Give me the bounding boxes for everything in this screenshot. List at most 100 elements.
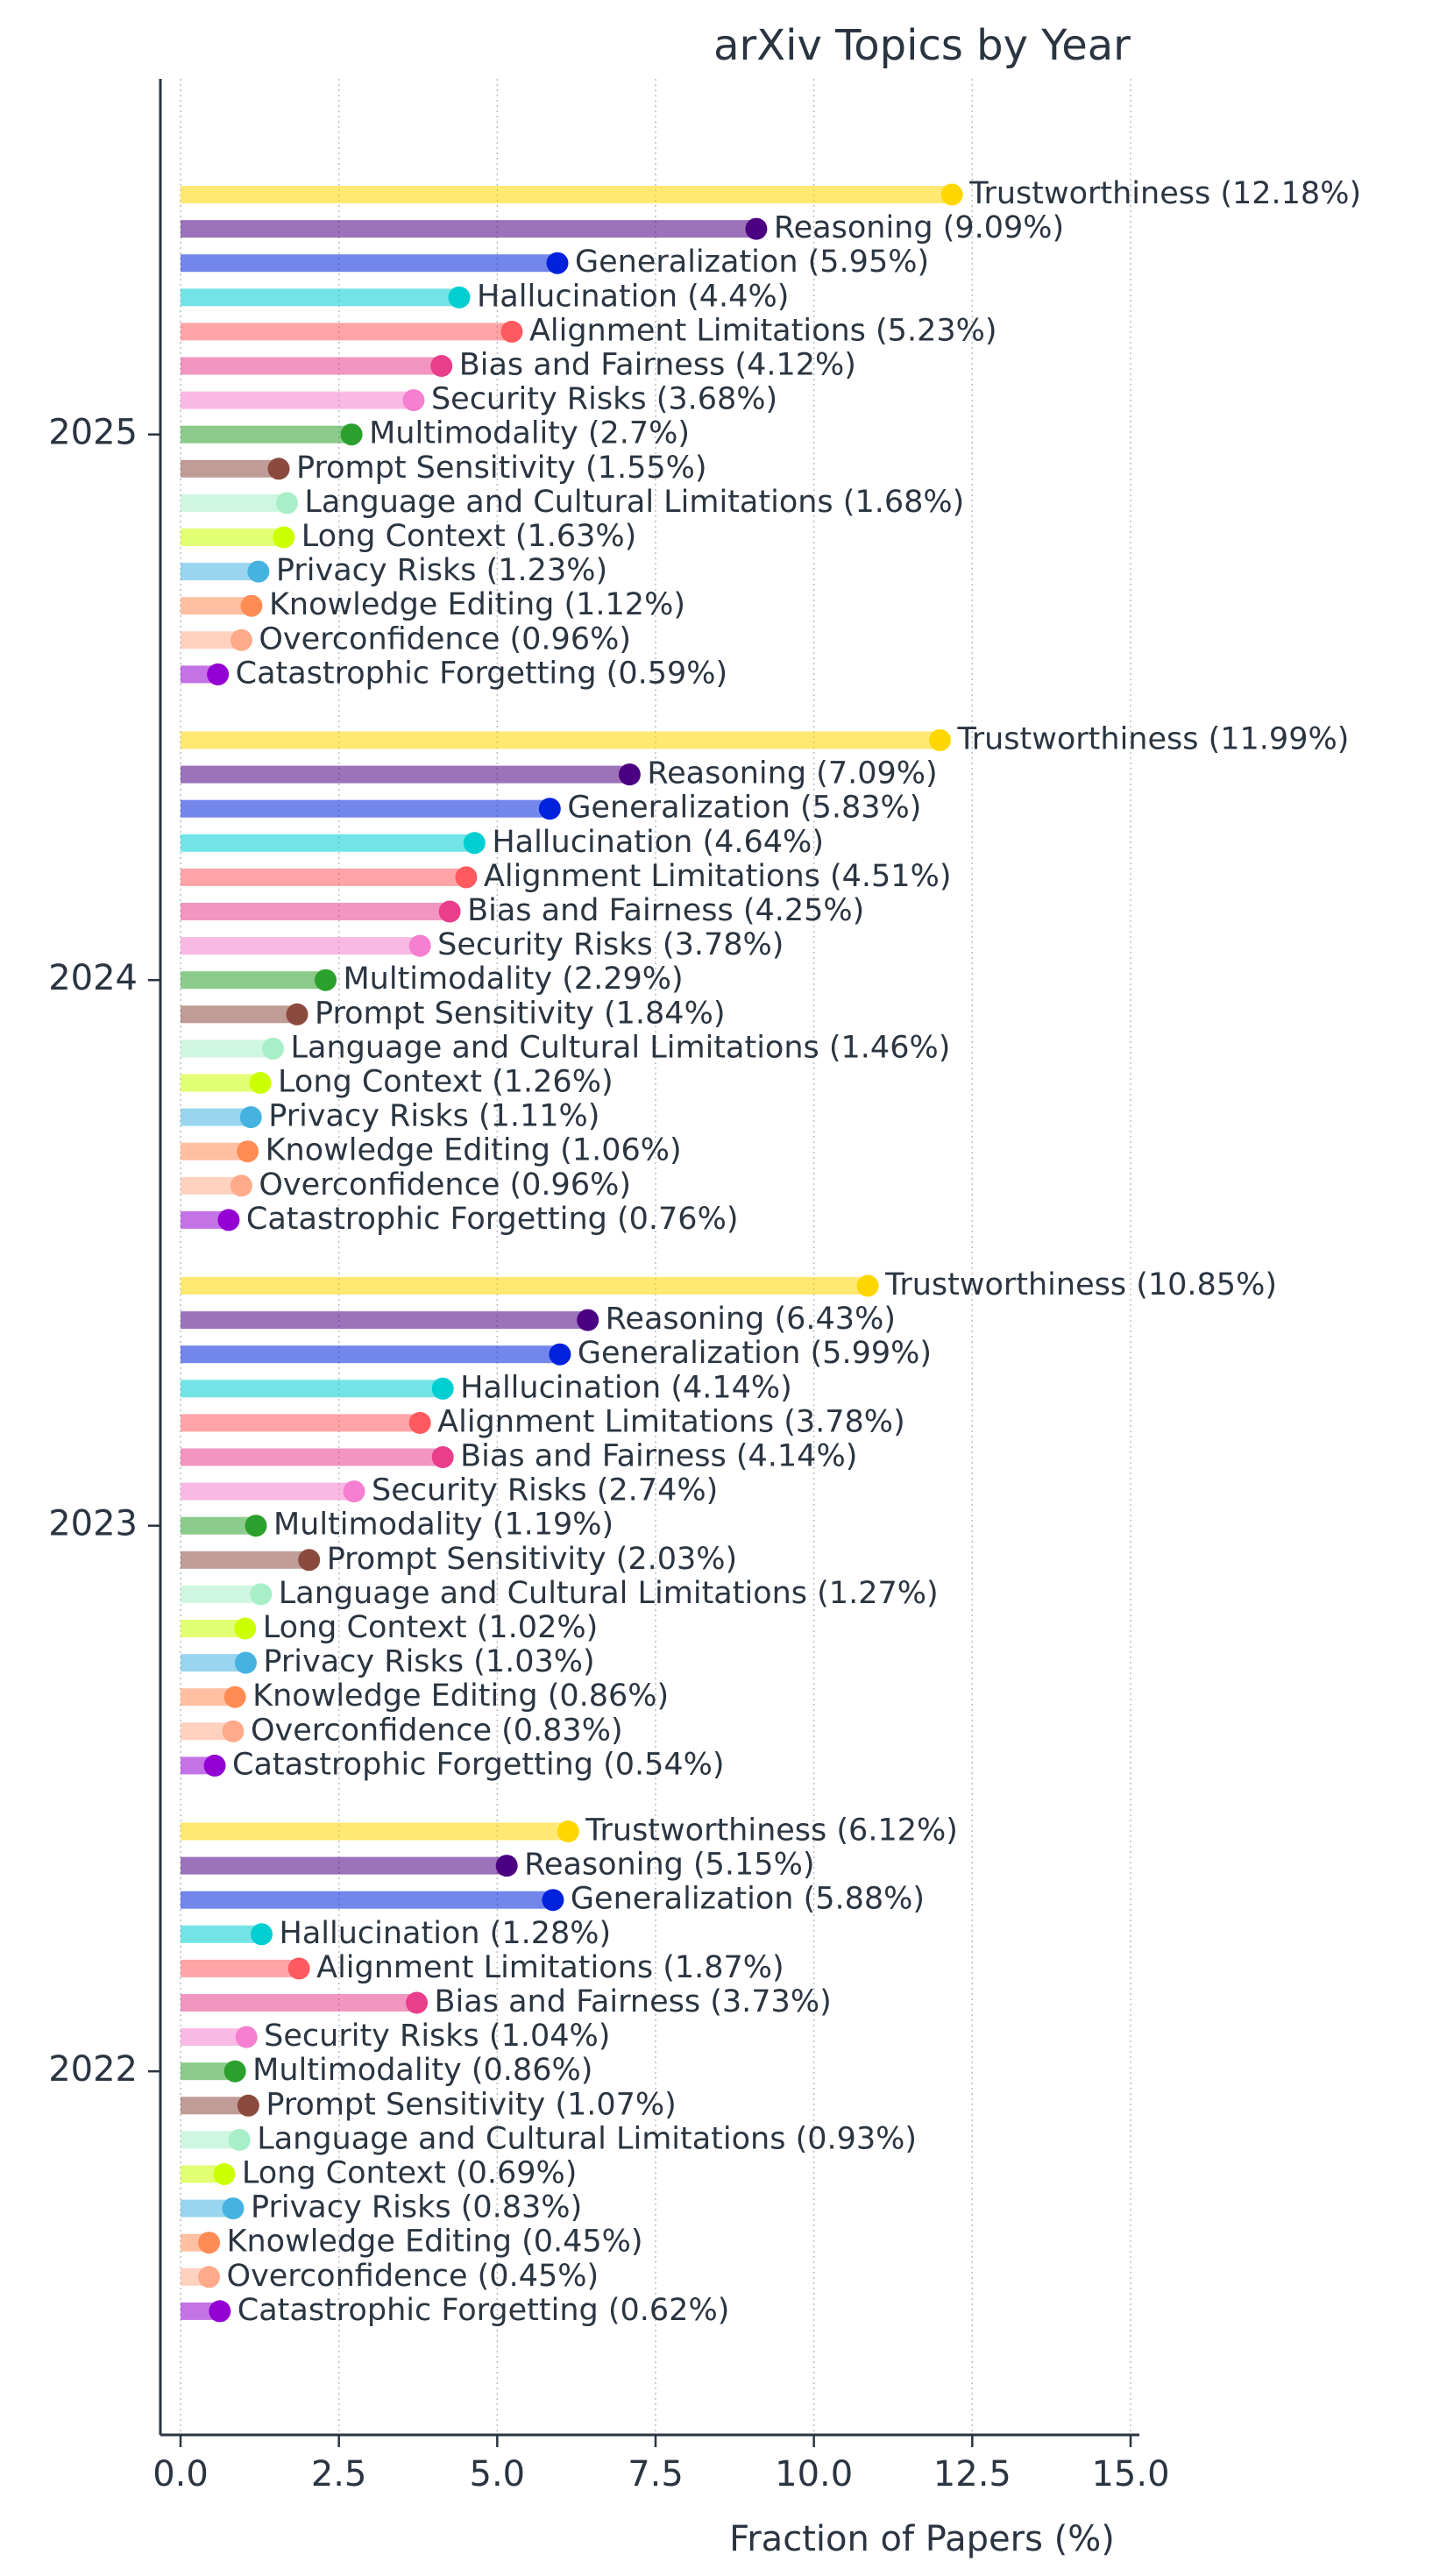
dot-2024-long-context [249,1072,272,1094]
y-tick-label-2025: 2025 [48,413,138,453]
data-label-2023-generalization: Generalization (5.99%) [578,1336,932,1371]
bar-2022-generalization [181,1891,553,1909]
dot-2025-prompt-sensitivity [267,458,290,480]
data-label-2025-long-context: Long Context (1.63%) [301,519,637,554]
bar-2023-reasoning [181,1311,588,1330]
dot-2024-trustworthiness [928,729,951,751]
bar-2023-long-context [181,1620,245,1637]
dot-2022-security-risks [235,2026,258,2048]
data-label-2024-privacy-risks: Privacy Risks (1.11%) [268,1099,599,1134]
dot-2024-bias-and-fairness [438,900,461,923]
dot-2025-overconfidence [230,628,252,651]
data-label-2022-reasoning: Reasoning (5.15%) [524,1848,814,1883]
bar-2024-privacy-risks [181,1108,252,1126]
data-label-2022-security-risks: Security Risks (1.04%) [264,2019,610,2054]
grid-layer [180,79,1131,2435]
bar-2023-multimodality [181,1516,256,1535]
data-label-2022-catastrophic-forgetting: Catastrophic Forgetting (0.62%) [238,2293,730,2328]
data-label-2023-hallucination: Hallucination (4.14%) [460,1370,792,1405]
dot-2022-bias-and-fairness [406,1991,429,2014]
bar-2024-reasoning [181,765,630,784]
bar-2024-hallucination [181,834,475,852]
data-label-2025-bias-and-fairness: Bias and Fairness (4.12%) [459,348,856,383]
dot-2022-language-and-cultural-limitations [228,2128,251,2151]
bar-2025-hallucination [181,288,459,307]
dot-2023-long-context [234,1617,257,1640]
bar-2023-generalization [181,1345,560,1364]
data-label-2024-language-and-cultural-limitations: Language and Cultural Limitations (1.46%… [291,1030,951,1065]
bar-2022-language-and-cultural-limitations [181,2131,240,2149]
bar-2025-alignment-limitations [181,323,512,341]
bar-2022-security-risks [181,2028,247,2047]
data-label-2024-prompt-sensitivity: Prompt Sensitivity (1.84%) [315,996,726,1031]
data-label-2024-trustworthiness: Trustworthiness (11.99%) [956,722,1349,757]
data-label-2023-prompt-sensitivity: Prompt Sensitivity (2.03%) [327,1542,738,1577]
dot-2024-prompt-sensitivity [286,1003,309,1025]
bar-2025-language-and-cultural-limitations [181,493,287,512]
dot-2025-knowledge-editing [240,594,263,617]
x-tick-label-4: 10.0 [775,2454,853,2494]
data-label-2022-trustworthiness: Trustworthiness (6.12%) [585,1813,958,1849]
dot-2025-bias-and-fairness [430,355,453,377]
dot-2025-catastrophic-forgetting [207,663,230,685]
y-tick-label-2024: 2024 [48,958,138,998]
dot-2022-generalization [542,1889,564,1912]
data-label-2025-trustworthiness: Trustworthiness (12.18%) [968,176,1361,211]
bar-2024-prompt-sensitivity [181,1005,297,1024]
dot-2024-hallucination [463,832,486,855]
bar-2023-knowledge-editing [181,1688,236,1707]
dot-2024-language-and-cultural-limitations [262,1037,285,1060]
bar-2023-security-risks [181,1482,355,1501]
bar-2025-knowledge-editing [181,597,252,615]
dot-2023-privacy-risks [234,1651,257,1674]
dot-2023-security-risks [343,1480,365,1503]
bar-2024-security-risks [181,937,421,955]
dot-2023-prompt-sensitivity [298,1549,321,1572]
dot-2023-alignment-limitations [408,1411,431,1434]
dot-2024-privacy-risks [239,1106,262,1129]
data-label-2022-overconfidence: Overconfidence (0.45%) [227,2259,599,2294]
data-label-2022-prompt-sensitivity: Prompt Sensitivity (1.07%) [266,2087,677,2122]
dot-2022-alignment-limitations [287,1957,310,1980]
dot-2024-generalization [538,798,561,820]
dot-2023-overconfidence [222,1720,245,1742]
x-tick-label-1: 2.5 [311,2454,367,2494]
data-label-2024-knowledge-editing: Knowledge Editing (1.06%) [266,1133,682,1168]
bar-2024-multimodality [181,971,326,990]
x-tick-label-6: 15.0 [1091,2454,1169,2494]
dot-2025-hallucination [448,286,471,309]
data-label-2023-security-risks: Security Risks (2.74%) [372,1473,718,1508]
dot-2023-catastrophic-forgetting [203,1754,226,1777]
data-label-2024-reasoning: Reasoning (7.09%) [647,756,937,791]
bar-2025-reasoning [181,220,756,238]
x-tick-label-0: 0.0 [152,2454,209,2494]
data-label-2022-knowledge-editing: Knowledge Editing (0.45%) [227,2225,643,2260]
dot-2024-alignment-limitations [455,866,478,889]
data-label-2022-generalization: Generalization (5.88%) [571,1882,925,1917]
data-label-2024-catastrophic-forgetting: Catastrophic Forgetting (0.76%) [246,1202,739,1237]
data-label-2025-generalization: Generalization (5.95%) [575,245,929,280]
dot-2023-bias-and-fairness [431,1446,454,1468]
dot-2024-multimodality [314,969,337,991]
dot-2022-hallucination [251,1923,273,1946]
data-label-2025-privacy-risks: Privacy Risks (1.23%) [276,553,607,588]
data-label-2024-security-risks: Security Risks (3.78%) [437,927,784,962]
axis-layer: 0.0 2.5 5.0 7.5 10.0 12.5 15.0 2025 2024 2023 2022 [48,79,1170,2494]
x-tick-label-3: 7.5 [628,2454,684,2494]
data-label-2023-long-context: Long Context (1.02%) [263,1610,599,1645]
bar-2024-catastrophic-forgetting [181,1210,229,1229]
data-label-2022-multimodality: Multimodality (0.86%) [252,2053,592,2088]
data-label-2023-multimodality: Multimodality (1.19%) [273,1508,614,1543]
bar-2025-trustworthiness [181,186,953,203]
bar-2023-privacy-risks [181,1654,246,1672]
data-label-2024-bias-and-fairness: Bias and Fairness (4.25%) [467,893,864,928]
dot-2023-knowledge-editing [223,1685,246,1708]
bar-2024-knowledge-editing [181,1142,248,1160]
dot-2025-alignment-limitations [500,320,523,343]
data-label-2023-bias-and-fairness: Bias and Fairness (4.14%) [460,1439,857,1474]
dot-2025-privacy-risks [247,560,270,583]
y-tick-label-2022: 2022 [48,2049,138,2090]
data-label-2023-knowledge-editing: Knowledge Editing (0.86%) [252,1678,669,1714]
dot-2022-reasoning [495,1855,518,1877]
dot-2023-hallucination [431,1377,454,1400]
